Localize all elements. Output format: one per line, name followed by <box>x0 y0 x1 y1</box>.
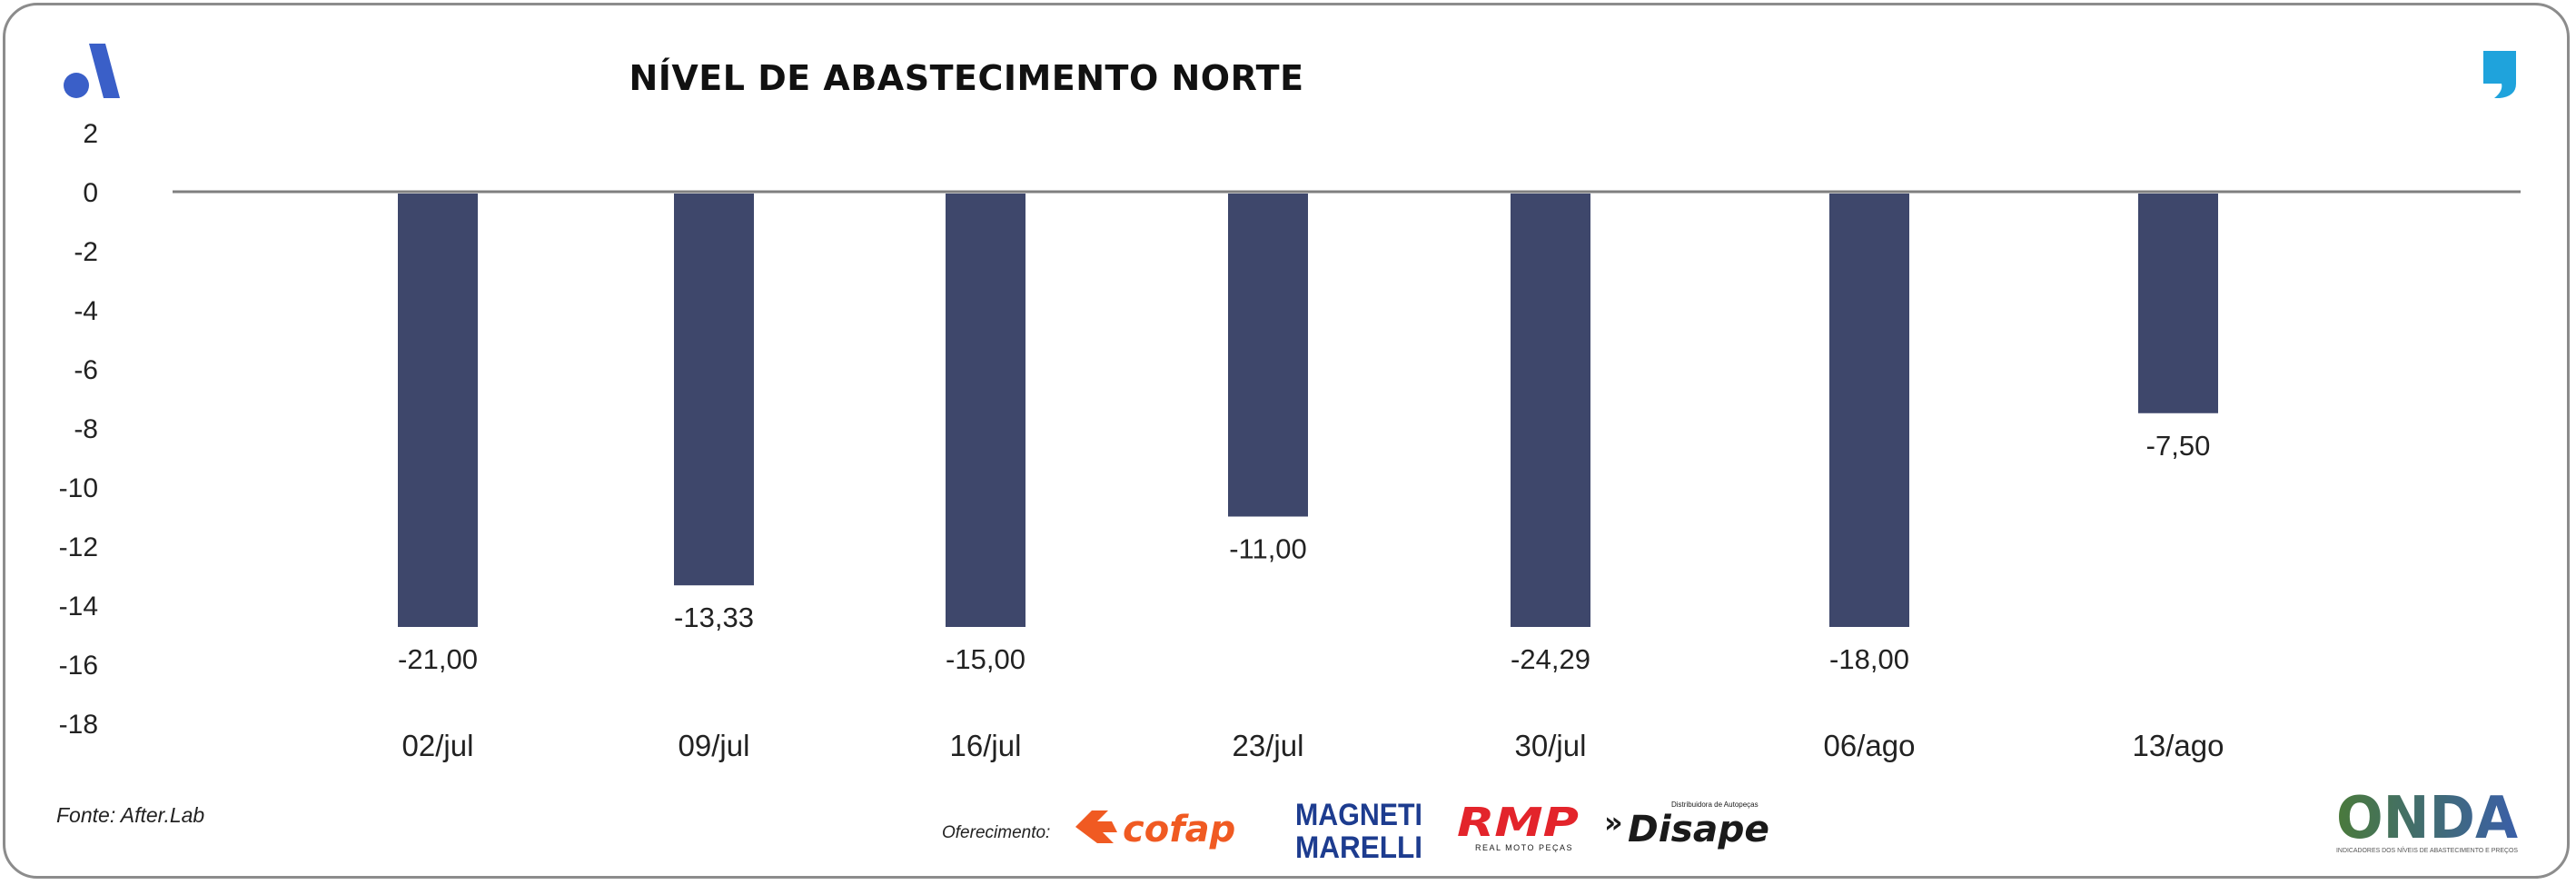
data-label: -7,50 <box>2146 430 2211 462</box>
cofap-logo: cofap <box>1075 809 1235 850</box>
sponsor-label: Oferecimento: <box>942 823 1051 842</box>
data-label: -11,00 <box>1229 533 1307 565</box>
rmp-logo-subtext: REAL MOTO PEÇAS <box>1475 843 1573 852</box>
onda-logo-subtext: INDICADORES DOS NÍVEIS DE ABASTECIMENTO … <box>2336 846 2518 854</box>
bar <box>946 194 1025 627</box>
bar <box>1829 194 1909 627</box>
y-tick-label: -2 <box>74 237 98 267</box>
y-tick-label: 0 <box>83 178 98 208</box>
x-tick-label: 23/jul <box>1233 729 1304 762</box>
y-tick-label: -16 <box>59 651 98 681</box>
y-tick-label: -10 <box>59 473 98 503</box>
x-tick-label: 09/jul <box>679 729 750 762</box>
x-tick-label: 06/ago <box>1824 729 1916 762</box>
bar <box>1511 194 1590 627</box>
y-tick-label: 2 <box>83 119 98 149</box>
disape-logo-text: Disape <box>1628 809 1769 850</box>
disape-logo-prefix: » <box>1604 805 1623 840</box>
bar <box>674 194 754 586</box>
data-label: -13,33 <box>674 602 754 633</box>
y-tick-label: -18 <box>59 710 98 740</box>
source-note: Fonte: After.Lab <box>56 803 205 827</box>
y-tick-label: -6 <box>74 355 98 385</box>
bars-group <box>398 194 2218 627</box>
y-tick-label: -8 <box>74 414 98 444</box>
data-label: -21,00 <box>398 643 478 675</box>
magneti-logo-text: MAGNETI <box>1295 798 1422 832</box>
x-tick-label: 13/ago <box>2133 729 2224 762</box>
rmp-logo: RMP REAL MOTO PEÇAS <box>1457 800 1579 852</box>
x-tick-label: 02/jul <box>402 729 474 762</box>
data-label: -24,29 <box>1511 643 1590 675</box>
disape-logo: » Distribuidora de Autopeças Disape <box>1604 800 1769 850</box>
disape-logo-tagline: Distribuidora de Autopeças <box>1671 800 1759 809</box>
data-label: -15,00 <box>946 643 1025 675</box>
x-tick-label: 16/jul <box>950 729 1022 762</box>
x-tick-label: 30/jul <box>1515 729 1587 762</box>
x-axis-ticks: 02/jul 09/jul 16/jul 23/jul 30/jul 06/ago 13/a… <box>402 729 2224 762</box>
marelli-logo-text: MARELLI <box>1295 830 1422 863</box>
bar <box>398 194 478 627</box>
y-tick-label: -14 <box>59 592 98 621</box>
rmp-logo-text: RMP <box>1457 800 1579 846</box>
data-label: -18,00 <box>1829 643 1909 675</box>
magneti-marelli-logo: MAGNETI MARELLI <box>1295 798 1422 863</box>
brand-a-logo <box>64 44 120 98</box>
cofap-logo-text: cofap <box>1123 809 1235 850</box>
chart-title: NÍVEL DE ABASTECIMENTO NORTE <box>629 58 1303 98</box>
y-tick-label: -4 <box>74 296 98 326</box>
y-axis-ticks: 2 0 -2 -4 -6 -8 -10 -12 -14 -16 -18 <box>59 119 98 740</box>
bar <box>2138 194 2218 413</box>
onda-logo-text: ONDA <box>2336 785 2518 852</box>
quote-mark-icon <box>2483 51 2516 98</box>
bar <box>1228 194 1308 517</box>
data-labels: -21,00 -13,33 -15,00 -11,00 -24,29 -18,00 -7,5… <box>398 430 2210 675</box>
onda-logo: ONDA INDICADORES DOS NÍVEIS DE ABASTECIM… <box>2336 785 2518 854</box>
y-tick-label: -12 <box>59 532 98 562</box>
